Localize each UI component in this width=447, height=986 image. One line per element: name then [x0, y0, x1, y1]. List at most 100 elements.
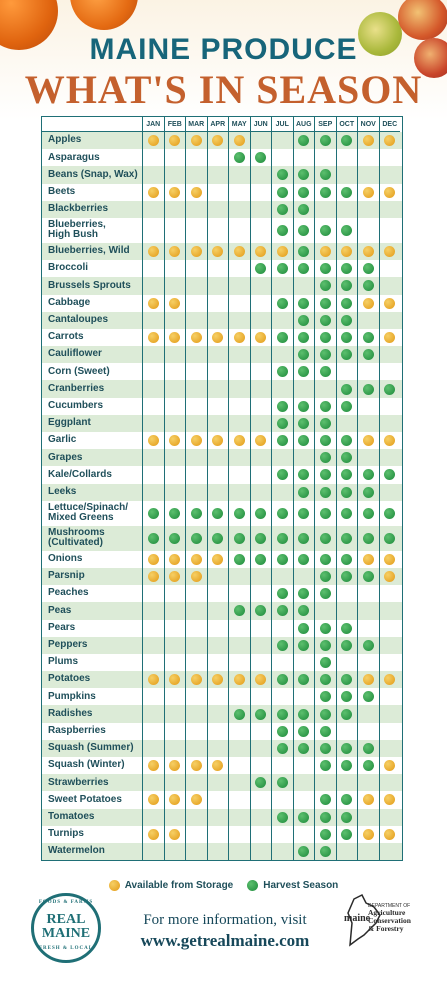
month-cell: [314, 397, 336, 415]
month-header-mar: MAR: [185, 117, 207, 132]
month-cell: [228, 311, 250, 329]
month-cell: [163, 132, 186, 150]
month-cell: [142, 414, 164, 432]
month-cell: [378, 825, 401, 843]
storage-dot-icon: [190, 674, 202, 686]
month-cell: [249, 311, 272, 329]
harvest-dot-icon: [298, 639, 310, 651]
harvest-dot-icon: [276, 331, 288, 343]
month-cell: [335, 242, 358, 261]
produce-row: Raspberries: [42, 722, 402, 740]
produce-name-line: Squash (Summer): [48, 742, 134, 754]
harvest-dot-icon: [276, 203, 288, 215]
month-cell: [228, 260, 250, 278]
produce-name-line: Cranberries: [48, 382, 105, 394]
produce-name-line: Eggplant: [48, 417, 91, 429]
produce-name-line: Parsnip: [48, 570, 85, 582]
month-cell: [142, 200, 164, 218]
produce-row: Turnips: [42, 825, 402, 843]
legend-label-harvest: Harvest Season: [263, 880, 339, 891]
month-cell: [292, 346, 315, 364]
month-cell: [249, 414, 272, 432]
storage-dot-icon: [233, 674, 245, 686]
storage-dot-icon: [384, 331, 396, 343]
produce-row: Squash (Winter): [42, 757, 402, 775]
produce-name: Strawberries: [42, 777, 142, 789]
footer-website-link[interactable]: www.getrealmaine.com: [140, 931, 310, 950]
month-cell: [142, 183, 164, 201]
month-cell: [378, 671, 401, 689]
month-cell: [335, 550, 358, 568]
produce-name: Tomatoes: [42, 811, 142, 823]
month-cell: [378, 525, 401, 551]
produce-name: Onions: [42, 554, 142, 565]
month-cell: [271, 619, 293, 637]
storage-dot-icon: [362, 828, 374, 840]
month-cell: [271, 567, 293, 586]
month-cell: [292, 483, 315, 501]
month-cell: [292, 825, 315, 843]
storage-dot-icon: [384, 571, 396, 583]
harvest-dot-icon: [298, 186, 310, 198]
produce-name: Potatoes: [42, 674, 142, 685]
produce-name: Cranberries: [42, 382, 142, 395]
month-cell: [357, 722, 379, 740]
harvest-dot-icon: [319, 725, 331, 737]
storage-dot-icon: [147, 135, 159, 147]
produce-name: Radishes: [42, 708, 142, 720]
month-cell: [357, 149, 379, 167]
month-cell: [206, 397, 229, 415]
month-cell: [185, 757, 207, 775]
produce-name: Cucumbers: [42, 400, 142, 412]
produce-row: Onions: [42, 550, 402, 568]
month-cell: [335, 166, 358, 184]
month-cell: [271, 688, 293, 706]
month-cell: [292, 466, 315, 484]
month-cell: [228, 432, 250, 450]
month-cell: [163, 705, 186, 723]
produce-row: Beans (Snap, Wax): [42, 166, 402, 184]
month-cell: [357, 602, 379, 620]
produce-name-line: Grapes: [48, 451, 83, 463]
storage-dot-icon: [169, 186, 181, 198]
harvest-dot-icon: [341, 297, 353, 309]
produce-name-line: Cauliflower: [48, 348, 102, 360]
harvest-dot-icon: [298, 742, 310, 754]
month-cell: [142, 808, 164, 826]
month-cell: [142, 688, 164, 706]
harvest-dot-icon: [255, 777, 267, 789]
month-cell: [249, 808, 272, 826]
produce-row: Eggplant: [42, 414, 402, 432]
produce-name: Raspberries: [42, 725, 142, 737]
harvest-dot-icon: [298, 507, 310, 519]
legend-item-storage: Available from Storage: [108, 880, 233, 891]
month-cell: [292, 842, 315, 861]
month-cell: [142, 166, 164, 184]
month-cell: [271, 260, 293, 278]
harvest-dot-icon: [255, 708, 267, 720]
storage-dot-icon: [190, 553, 202, 565]
harvest-dot-icon: [298, 532, 310, 544]
harvest-dot-icon: [212, 507, 224, 519]
produce-name: Asparagus: [42, 152, 142, 164]
storage-dot-icon: [233, 246, 245, 258]
month-cell: [142, 525, 164, 551]
month-cell: [357, 483, 379, 501]
month-cell: [206, 346, 229, 364]
harvest-dot-icon: [362, 280, 374, 292]
storage-dot-icon: [255, 331, 267, 343]
storage-dot-icon: [190, 435, 202, 447]
month-cell: [378, 183, 401, 201]
harvest-dot-icon: [319, 469, 331, 481]
month-cell: [206, 585, 229, 603]
logo-real-text: REAL: [46, 912, 86, 927]
month-cell: [249, 500, 272, 526]
month-cell: [357, 449, 379, 467]
month-cell: [292, 149, 315, 167]
month-header-sep: SEP: [314, 117, 336, 132]
month-cell: [378, 636, 401, 654]
month-cell: [206, 200, 229, 218]
month-cell: [378, 242, 401, 261]
month-cell: [206, 602, 229, 620]
produce-name: Turnips: [42, 829, 142, 840]
